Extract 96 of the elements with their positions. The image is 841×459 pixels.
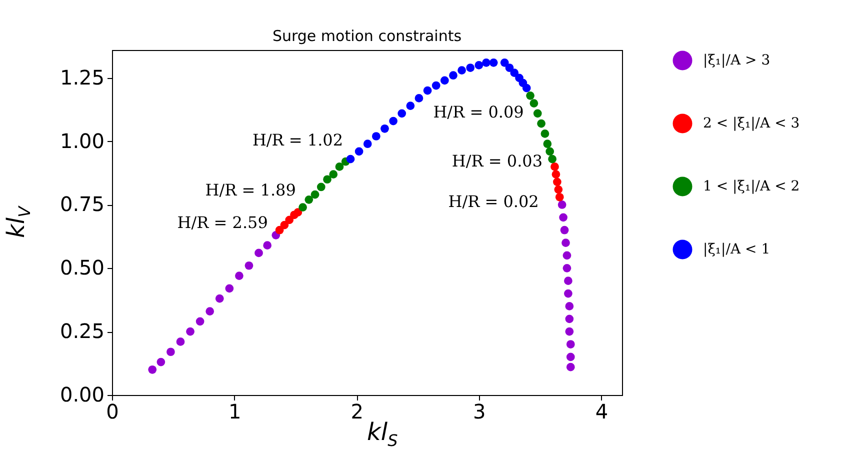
chart-title: Surge motion constraints xyxy=(272,27,462,45)
x-tick-label: 4 xyxy=(595,400,608,424)
point xyxy=(225,284,234,293)
point xyxy=(280,220,289,230)
point xyxy=(489,58,498,67)
point xyxy=(558,200,566,209)
annotation: H/R = 0.09 xyxy=(433,102,524,122)
point xyxy=(449,71,458,80)
point xyxy=(372,132,380,140)
point xyxy=(482,58,490,67)
annotation: H/R = 2.59 xyxy=(177,213,268,232)
point xyxy=(562,264,572,272)
point xyxy=(354,147,364,156)
point xyxy=(458,66,466,74)
point xyxy=(196,317,204,326)
point xyxy=(564,289,572,298)
point xyxy=(559,213,568,222)
point xyxy=(562,251,572,260)
point xyxy=(323,175,332,184)
legend-label: 1 < |ξ₁|/A < 2 xyxy=(703,178,800,194)
point xyxy=(275,226,284,234)
point xyxy=(156,358,166,366)
point xyxy=(546,147,554,156)
point xyxy=(215,294,224,303)
point xyxy=(389,116,398,126)
y-tick-label: 0.50 xyxy=(60,256,104,280)
point xyxy=(540,130,550,138)
point xyxy=(510,68,519,78)
point xyxy=(552,178,562,186)
point xyxy=(346,154,355,164)
point xyxy=(298,203,307,212)
point xyxy=(329,170,338,178)
point xyxy=(560,226,569,234)
point xyxy=(548,154,556,164)
point xyxy=(543,140,552,148)
point xyxy=(566,352,575,362)
point xyxy=(285,216,294,224)
point xyxy=(550,162,559,171)
annotation: H/R = 1.89 xyxy=(205,180,296,200)
x-tick-label: 3 xyxy=(473,400,486,424)
point xyxy=(406,102,415,110)
point xyxy=(398,109,406,118)
legend-label: 2 < |ξ₁|/A < 3 xyxy=(703,116,800,132)
point xyxy=(554,185,563,194)
point xyxy=(380,124,389,133)
y-tick-label: 0.75 xyxy=(60,192,104,216)
y-tick-label: 1.25 xyxy=(60,65,104,90)
point xyxy=(206,307,214,316)
y-tick-label: 0.00 xyxy=(60,382,104,406)
point xyxy=(566,362,575,372)
point xyxy=(235,272,244,280)
point xyxy=(254,248,263,258)
point xyxy=(148,365,157,374)
point xyxy=(474,61,484,70)
point xyxy=(414,94,424,102)
y-tick-label: 0.25 xyxy=(60,319,104,344)
point xyxy=(263,241,272,250)
point xyxy=(304,195,314,204)
point xyxy=(566,340,575,348)
point xyxy=(310,190,320,199)
x-tick-label: 0 xyxy=(106,400,119,424)
point xyxy=(423,86,432,95)
y-tick-label: 1.00 xyxy=(60,128,104,153)
point xyxy=(440,76,449,85)
point xyxy=(552,170,560,178)
legend-label: |ξ₁|/A < 1 xyxy=(703,242,770,258)
point xyxy=(294,208,302,217)
point xyxy=(166,348,175,356)
point xyxy=(186,327,194,336)
point xyxy=(466,64,475,72)
point xyxy=(432,81,440,90)
point xyxy=(522,84,531,92)
point xyxy=(537,119,546,128)
annotation: H/R = 1.02 xyxy=(252,130,344,150)
point xyxy=(555,192,564,202)
point xyxy=(562,238,570,247)
point xyxy=(363,140,372,148)
point xyxy=(533,109,542,118)
point xyxy=(530,99,538,108)
point xyxy=(526,91,534,100)
point xyxy=(176,338,185,346)
point xyxy=(564,276,572,286)
point xyxy=(505,64,514,72)
annotation: H/R = 0.02 xyxy=(448,192,539,212)
point xyxy=(565,314,574,324)
x-tick-label: 1 xyxy=(228,400,242,424)
x-axis-title: kl$_{S}$ xyxy=(367,418,398,450)
point xyxy=(335,162,344,171)
annotation: H/R = 0.03 xyxy=(452,152,543,171)
point xyxy=(565,302,574,310)
point xyxy=(500,58,509,67)
point xyxy=(565,327,574,336)
legend-label: |ξ₁|/A > 3 xyxy=(703,52,770,68)
point xyxy=(244,261,254,270)
point xyxy=(316,182,326,192)
x-tick-label: 2 xyxy=(350,400,364,424)
